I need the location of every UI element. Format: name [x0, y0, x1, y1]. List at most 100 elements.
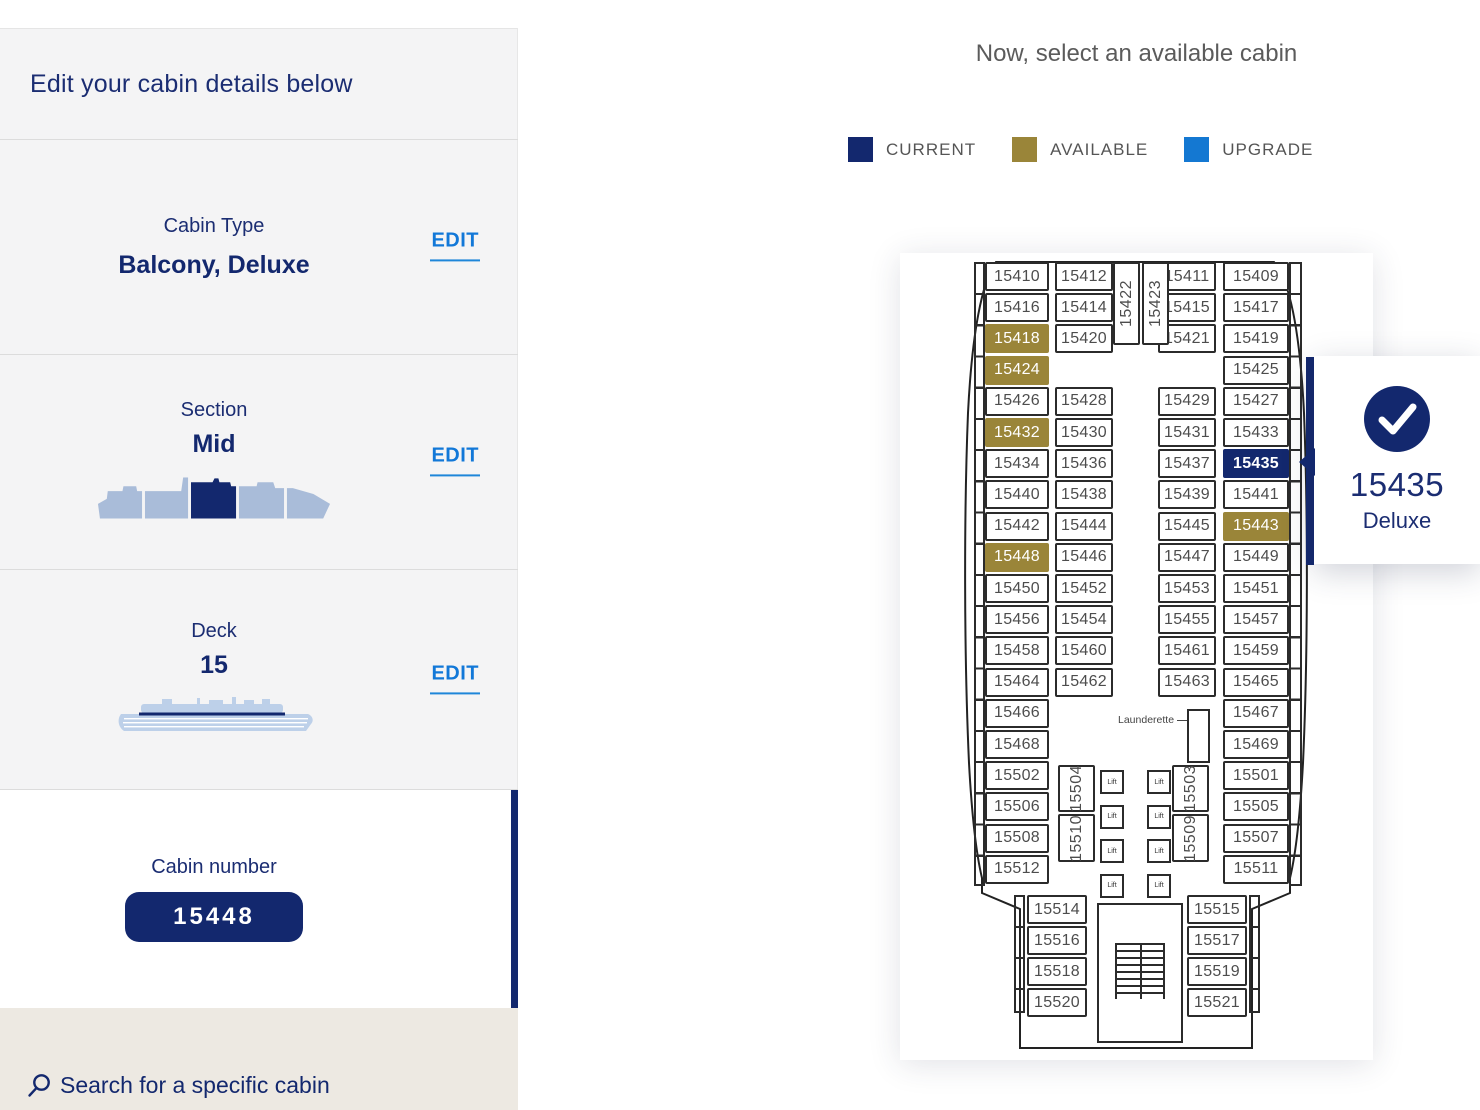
cabin-15459[interactable]: 15459 [1223, 636, 1289, 666]
cabin-15466[interactable]: 15466 [985, 698, 1049, 728]
cabin-15504[interactable]: 15504 [1058, 765, 1095, 812]
cabin-15429[interactable]: 15429 [1158, 386, 1216, 416]
cabin-15434[interactable]: 15434 [985, 449, 1049, 479]
cabin-15426[interactable]: 15426 [985, 386, 1049, 416]
cabin-15425[interactable]: 15425 [1223, 355, 1289, 385]
cabin-15505[interactable]: 15505 [1223, 792, 1289, 822]
cabin-15510[interactable]: 15510 [1058, 814, 1095, 862]
cabin-15465[interactable]: 15465 [1223, 667, 1289, 697]
cabin-15450[interactable]: 15450 [985, 574, 1049, 603]
cabin-15521[interactable]: 15521 [1187, 988, 1247, 1017]
cabin-15441[interactable]: 15441 [1223, 480, 1289, 510]
cabin-number-section: Cabin number 15448 [0, 789, 518, 1008]
cabin-15517[interactable]: 15517 [1187, 926, 1247, 955]
cabin-15435[interactable]: 15435 [1223, 449, 1289, 479]
cabin-15515[interactable]: 15515 [1187, 895, 1247, 924]
edit-deck-button[interactable]: EDIT [430, 662, 480, 694]
cabin-15467[interactable]: 15467 [1223, 698, 1289, 728]
cabin-15451[interactable]: 15451 [1223, 574, 1289, 603]
stairs-icon [1115, 943, 1165, 999]
edit-cabin-type-button[interactable]: EDIT [430, 229, 480, 262]
cabin-number-label: Cabin number [151, 856, 277, 878]
cabin-15442[interactable]: 15442 [985, 511, 1049, 541]
cabin-15508[interactable]: 15508 [985, 823, 1049, 853]
legend-item-upgrade: UPGRADE [1184, 137, 1313, 162]
cabin-15514[interactable]: 15514 [1027, 895, 1087, 924]
current-swatch [848, 137, 873, 162]
cabin-15454[interactable]: 15454 [1055, 605, 1113, 635]
cabin-15449[interactable]: 15449 [1223, 542, 1289, 572]
cabin-15447[interactable]: 15447 [1158, 542, 1216, 572]
cabin-15422[interactable]: 15422 [1113, 262, 1140, 345]
cabin-15419[interactable]: 15419 [1223, 324, 1289, 354]
cabin-15439[interactable]: 15439 [1158, 480, 1216, 510]
cabin-15436[interactable]: 15436 [1055, 449, 1113, 479]
deck-plan: Launderette 15410 15412 15411 15409 15416 154… [900, 253, 1373, 1060]
cabin-15420[interactable]: 15420 [1055, 324, 1113, 354]
cabin-15452[interactable]: 15452 [1055, 574, 1113, 603]
cabin-15423[interactable]: 15423 [1142, 262, 1169, 345]
cabin-15512[interactable]: 15512 [985, 854, 1049, 884]
deck-section: Deck 15 [0, 569, 518, 789]
cabin-15462[interactable]: 15462 [1055, 667, 1113, 697]
cabin-15424[interactable]: 15424 [985, 355, 1049, 385]
cabin-15520[interactable]: 15520 [1027, 988, 1087, 1017]
section-label: Section [180, 398, 248, 421]
cabin-15469[interactable]: 15469 [1223, 730, 1289, 759]
deck-value: 15 [200, 651, 228, 679]
edit-cabin-sidebar: Edit your cabin details below Cabin Type… [0, 28, 518, 1110]
cabin-15453[interactable]: 15453 [1158, 574, 1216, 603]
cabin-15506[interactable]: 15506 [985, 792, 1049, 822]
cabin-15448[interactable]: 15448 [985, 542, 1049, 572]
cabin-15438[interactable]: 15438 [1055, 480, 1113, 510]
cabin-15457[interactable]: 15457 [1223, 605, 1289, 635]
cabin-15437[interactable]: 15437 [1158, 449, 1216, 479]
cabin-15463[interactable]: 15463 [1158, 667, 1216, 697]
cabin-15456[interactable]: 15456 [985, 605, 1049, 635]
cabin-15430[interactable]: 15430 [1055, 418, 1113, 447]
cabin-15502[interactable]: 15502 [985, 761, 1049, 791]
cabin-15431[interactable]: 15431 [1158, 418, 1216, 447]
cabin-15443[interactable]: 15443 [1223, 511, 1289, 541]
section-section: Section Mid [0, 354, 518, 569]
cabin-section-indicator-bar [511, 790, 518, 1008]
cabin-15445[interactable]: 15445 [1158, 511, 1216, 541]
cabin-15418[interactable]: 15418 [985, 324, 1049, 354]
selected-cabin-tooltip: 15435 Deluxe [1299, 356, 1480, 564]
sidebar-header: Edit your cabin details below [0, 29, 518, 139]
cabin-15409[interactable]: 15409 [1223, 262, 1289, 291]
cabin-15444[interactable]: 15444 [1055, 511, 1113, 541]
cabin-15516[interactable]: 15516 [1027, 926, 1087, 955]
edit-section-button[interactable]: EDIT [430, 444, 480, 477]
ship-section-silhouette-icon [97, 469, 332, 526]
cabin-15518[interactable]: 15518 [1027, 957, 1087, 986]
cabin-15416[interactable]: 15416 [985, 293, 1049, 323]
search-cabin-link[interactable]: Search for a specific cabin [0, 1008, 518, 1099]
cabin-15468[interactable]: 15468 [985, 730, 1049, 759]
cabin-15414[interactable]: 15414 [1055, 293, 1113, 323]
cabin-number-pill[interactable]: 15448 [125, 892, 303, 942]
cabin-15417[interactable]: 15417 [1223, 293, 1289, 323]
cabin-15507[interactable]: 15507 [1223, 823, 1289, 853]
cabin-15446[interactable]: 15446 [1055, 542, 1113, 572]
cabin-15455[interactable]: 15455 [1158, 605, 1216, 635]
cabin-15412[interactable]: 15412 [1055, 262, 1113, 291]
cabin-15440[interactable]: 15440 [985, 480, 1049, 510]
check-icon [1364, 386, 1430, 452]
cabin-15428[interactable]: 15428 [1055, 386, 1113, 416]
lift-icon: Lift [1100, 873, 1124, 898]
cabin-15519[interactable]: 15519 [1187, 957, 1247, 986]
cabin-15511[interactable]: 15511 [1223, 854, 1289, 884]
cabin-15464[interactable]: 15464 [985, 667, 1049, 697]
lift-icon: Lift [1147, 839, 1171, 863]
cabin-15461[interactable]: 15461 [1158, 636, 1216, 666]
cabin-15410[interactable]: 15410 [985, 262, 1049, 291]
cabin-15432[interactable]: 15432 [985, 418, 1049, 447]
cabin-15503[interactable]: 15503 [1172, 765, 1209, 812]
cabin-15501[interactable]: 15501 [1223, 761, 1289, 791]
cabin-15460[interactable]: 15460 [1055, 636, 1113, 666]
cabin-15458[interactable]: 15458 [985, 636, 1049, 666]
cabin-15433[interactable]: 15433 [1223, 418, 1289, 447]
cabin-15509[interactable]: 15509 [1172, 814, 1209, 862]
cabin-15427[interactable]: 15427 [1223, 386, 1289, 416]
